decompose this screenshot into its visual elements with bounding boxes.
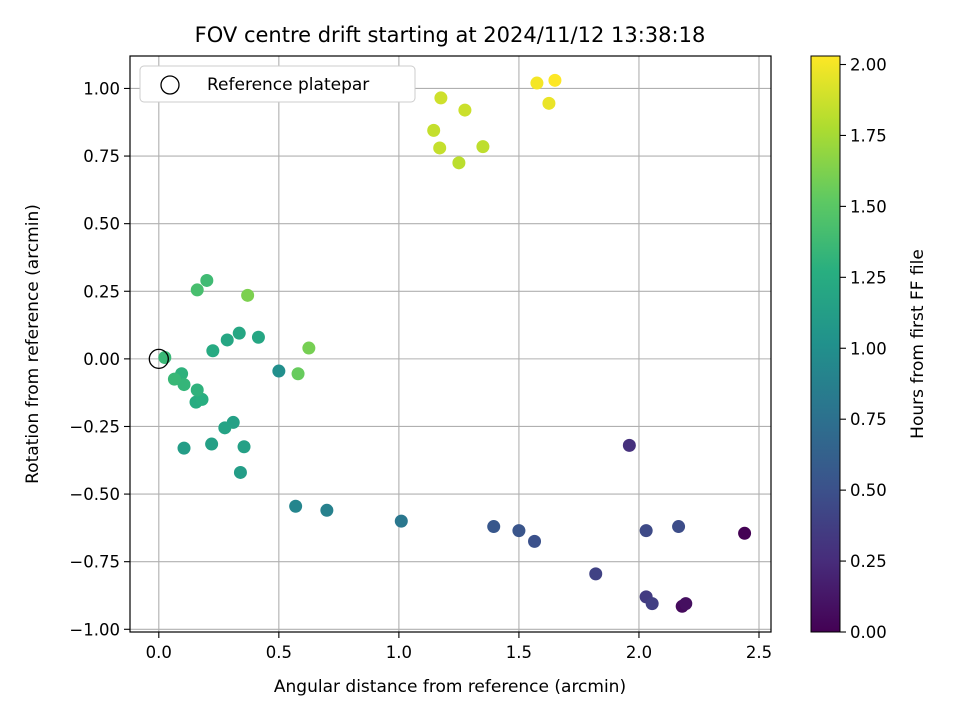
colorbar-tick-label: 0.75 [850, 410, 887, 429]
scatter-point [738, 526, 752, 540]
x-tick-label: 2.0 [626, 643, 652, 662]
reference-marker [148, 348, 169, 370]
legend: Reference platepar [139, 65, 416, 103]
scatter-point [158, 351, 172, 365]
scatter-point [289, 499, 303, 513]
y-tick-label: 1.00 [83, 79, 120, 98]
scatter-point [302, 341, 316, 355]
scatter-point [237, 440, 251, 454]
scatter-point [394, 514, 408, 528]
scatter-point [672, 520, 686, 534]
scatter-point [220, 333, 234, 347]
scatter-point [232, 326, 246, 340]
legend-box [139, 65, 416, 103]
colorbar-tick-label: 1.75 [850, 126, 887, 145]
scatter-point [645, 597, 659, 611]
x-tick-label: 0.0 [146, 643, 172, 662]
scatter-point [272, 364, 286, 378]
scatter-point [190, 383, 204, 397]
colorbar-ticks: 0.00 0.25 0.50 0.75 1.00 1.25 1.50 1.75 2.00 [840, 56, 887, 642]
scatter-point [241, 288, 255, 302]
colorbar-tick-label: 1.25 [850, 268, 887, 287]
x-axis-ticks: 0.0 0.5 1.0 1.5 2.0 2.5 [146, 632, 772, 662]
scatter-point [434, 91, 448, 105]
scatter-point [251, 330, 265, 344]
scatter-point [589, 567, 603, 581]
y-tick-label: −1.00 [69, 620, 120, 639]
y-tick-label: −0.75 [69, 553, 120, 572]
scatter-point [427, 123, 441, 137]
scatter-point [548, 73, 562, 87]
x-tick-label: 2.5 [746, 643, 772, 662]
x-tick-label: 1.0 [386, 643, 412, 662]
scatter-point [200, 273, 214, 287]
colorbar: 0.00 0.25 0.50 0.75 1.00 1.25 1.50 1.75 2.00 Hou… [810, 55, 928, 642]
plot-frame [129, 55, 772, 633]
colorbar-tick-label: 0.50 [850, 481, 887, 500]
scatter-point [639, 524, 653, 538]
colorbar-label: Hours from first FF file [908, 249, 928, 439]
scatter-point [476, 140, 490, 154]
scatter-point [433, 141, 447, 155]
x-tick-label: 1.5 [506, 643, 532, 662]
scatter-point [542, 96, 556, 110]
data-points [158, 73, 752, 613]
x-axis-label: Angular distance from reference (arcmin) [274, 677, 626, 697]
colorbar-tick-label: 0.00 [850, 623, 887, 642]
legend-label: Reference platepar [207, 75, 369, 95]
scatter-point [679, 597, 693, 611]
y-tick-label: 0.25 [83, 282, 120, 301]
colorbar-gradient [810, 55, 841, 633]
scatter-point [218, 421, 232, 435]
scatter-point [452, 156, 466, 170]
y-tick-label: 0.50 [83, 215, 120, 234]
x-tick-label: 0.5 [266, 643, 292, 662]
y-tick-label: −0.50 [69, 485, 120, 504]
scatter-point [291, 367, 305, 381]
scatter-point [205, 437, 219, 451]
y-tick-label: 0.75 [83, 147, 120, 166]
scatter-point [177, 378, 191, 392]
scatter-point [528, 534, 542, 548]
scatter-point [458, 103, 472, 117]
colorbar-tick-label: 0.25 [850, 552, 887, 571]
scatter-point [320, 503, 334, 517]
scatter-point [512, 524, 526, 538]
chart-title: FOV centre drift starting at 2024/11/12 … [195, 23, 706, 47]
colorbar-tick-label: 2.00 [850, 56, 887, 75]
scatter-point [177, 441, 191, 455]
plot-area [130, 56, 771, 632]
colorbar-tick-label: 1.50 [850, 197, 887, 216]
reference-point [148, 348, 169, 370]
scatter-point [622, 438, 636, 452]
y-axis-ticks: −1.00 −0.75 −0.50 −0.25 0.00 0.25 0.50 0.75 1.00 [69, 79, 130, 639]
scatter-point [190, 283, 204, 297]
scatter-point [167, 372, 181, 386]
scatter-point [530, 76, 544, 90]
colorbar-tick-label: 1.00 [850, 339, 887, 358]
scatter-point [206, 344, 220, 358]
grid-lines [130, 56, 771, 632]
scatter-point [487, 520, 501, 534]
y-axis-label: Rotation from reference (arcmin) [23, 204, 43, 484]
y-tick-label: −0.25 [69, 417, 120, 436]
y-tick-label: 0.00 [83, 350, 120, 369]
scatter-point [233, 465, 247, 479]
legend-marker-icon [160, 75, 180, 95]
